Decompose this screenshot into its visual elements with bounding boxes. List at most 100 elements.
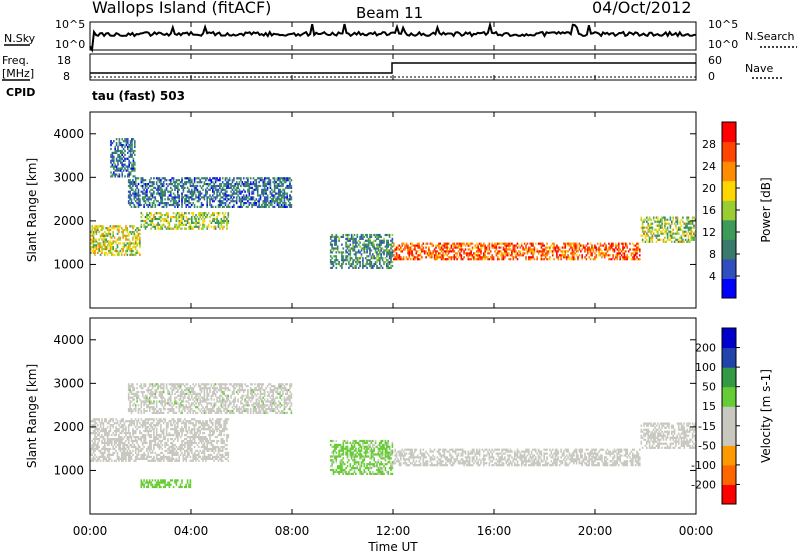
echo-cell [179,184,182,188]
echo-cell [111,453,113,456]
echo-cell [129,196,131,199]
echo-cell [164,190,166,193]
echo-cell [184,424,186,427]
echo-cell [350,262,353,266]
echo-cell [226,221,228,224]
echo-cell [195,225,197,228]
echo-cell [350,264,353,268]
echo-cell [119,439,122,443]
echo-cell [669,226,672,229]
echo-cell [121,167,123,170]
echo-cell [132,428,134,431]
echo-cell [132,169,135,172]
echo-cell [133,232,136,235]
echo-cell [113,236,116,239]
echo-cell [280,200,283,203]
echo-cell [174,198,176,201]
echo-cell [504,248,506,251]
echo-cell [122,443,124,447]
echo-cell [515,256,517,259]
echo-cell [132,385,134,388]
echo-cell [357,257,360,260]
echo-cell [147,418,150,421]
echo-cell [203,447,206,451]
echo-cell [106,244,109,247]
echo-cell [212,424,214,427]
echo-cell [157,200,159,203]
echo-cell [155,390,158,394]
echo-cell [153,411,155,414]
echo-cell [390,243,392,246]
echo-cell [168,402,171,405]
echo-cell [113,155,115,158]
echo-cell [181,441,183,445]
echo-cell [217,424,220,427]
echo-cell [445,252,447,255]
echo-cell [560,258,562,261]
echo-cell [114,169,116,172]
echo-cell [440,258,443,261]
echo-cell [573,254,575,257]
echo-cell [102,455,105,458]
echo-cell [162,400,165,403]
echo-cell [132,409,134,413]
echo-cell [331,251,333,254]
echo-cell [682,216,684,219]
echo-cell [151,394,154,397]
echo-cell [691,220,694,223]
echo-cell [237,205,239,208]
echo-cell [118,436,120,439]
echo-cell [161,402,164,405]
echo-cell [276,196,279,199]
echo-cell [213,196,215,199]
echo-cell [525,258,527,261]
echo-cell [140,404,143,407]
echo-cell [127,138,129,141]
echo-cell [191,217,193,221]
echo-cell [563,250,565,253]
echo-cell [362,259,364,262]
echo-cell [209,216,211,219]
echo-cell [160,200,162,203]
echo-cell [92,420,95,423]
echo-cell [285,196,287,199]
echo-cell [677,238,680,241]
echo-cell [151,459,154,462]
echo-cell [247,190,249,193]
echo-cell [228,179,231,182]
echo-cell [109,236,112,239]
echo-cell [150,441,152,445]
echo-cell [136,234,138,237]
echo-cell [137,396,140,399]
echo-cell [286,184,288,188]
echo-cell [179,453,182,456]
echo-cell [150,424,152,427]
echo-cell [567,250,569,253]
echo-cell [387,233,389,237]
echo-cell [196,430,199,433]
echo-cell [170,227,172,230]
echo-cell [153,438,155,441]
echo-cell [654,220,656,223]
echo-cell [252,190,255,193]
echo-cell [160,387,162,390]
echo-cell [388,243,391,246]
echo-cell [136,230,138,234]
echo-cell [120,453,123,456]
echo-cell [212,430,214,433]
power-colorbar-label: Power [dB] [759,177,773,242]
echo-cell [400,258,402,261]
echo-cell [273,177,276,180]
echo-cell [143,439,145,443]
echo-cell [170,179,172,182]
echo-cell [616,254,619,257]
echo-cell [114,163,116,166]
echo-cell [233,205,235,208]
y-tick-label: 1000 [53,257,84,271]
echo-cell [91,240,93,243]
echo-cell [386,251,388,254]
echo-cell [431,254,433,257]
echo-cell [227,221,230,224]
echo-cell [195,457,197,460]
echo-cell [285,205,287,208]
